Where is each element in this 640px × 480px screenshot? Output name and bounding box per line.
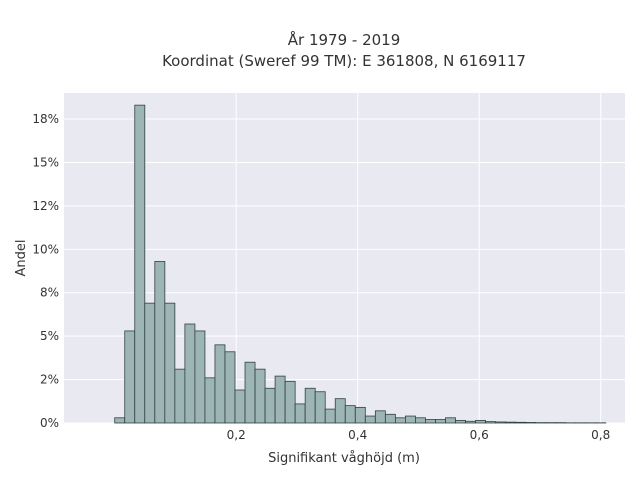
y-tick-label: 15% (32, 155, 59, 169)
histogram-bar (394, 417, 406, 424)
histogram-bar (435, 419, 446, 424)
y-tick-label: 10% (32, 242, 59, 256)
histogram-bar (124, 330, 136, 424)
histogram-bar (174, 368, 186, 424)
histogram-bar (334, 398, 346, 424)
y-tick-label: 18% (32, 112, 59, 126)
histogram-bar (525, 422, 537, 424)
histogram-bar (475, 419, 486, 424)
histogram-bar (314, 391, 326, 424)
chart-title-line1: År 1979 - 2019 (288, 30, 401, 49)
y-tick-label: 8% (40, 286, 59, 300)
histogram-bar (214, 344, 226, 424)
histogram-bar (304, 387, 316, 424)
histogram-bar (404, 415, 416, 424)
histogram-bar (134, 104, 146, 424)
x-tick-label: 0,6 (470, 428, 489, 442)
histogram-bar (264, 387, 276, 424)
histogram-bars (114, 104, 607, 424)
histogram-bar (415, 417, 426, 424)
y-tick-label: 2% (40, 373, 59, 387)
y-tick-label: 12% (32, 199, 59, 213)
histogram-bar (234, 389, 246, 424)
histogram-bar (154, 261, 166, 424)
y-axis-label: Andel (14, 240, 29, 277)
histogram-bar (224, 351, 236, 424)
histogram-bar (184, 323, 196, 424)
y-tick-label: 0% (40, 416, 59, 430)
x-tick-label: 0,2 (227, 428, 246, 442)
histogram-bar (495, 421, 507, 424)
histogram-bar (515, 421, 527, 424)
histogram-bar (465, 420, 476, 424)
chart-title-line2: Koordinat (Sweref 99 TM): E 361808, N 61… (162, 52, 526, 70)
histogram-bar (144, 302, 156, 424)
x-tick-label: 0,8 (591, 428, 610, 442)
histogram-bar (445, 417, 456, 424)
histogram-bar (164, 302, 176, 424)
histogram-bar (294, 403, 306, 424)
histogram-bar (194, 330, 206, 424)
histogram-bar (354, 406, 366, 424)
histogram-bar (244, 361, 256, 424)
histogram-bar (324, 408, 336, 424)
histogram-bar (374, 410, 386, 424)
y-tick-label: 5% (40, 329, 59, 343)
y-axis-ticks: 0% 2% 5% 8% 10% 12% 15% 18% (32, 112, 59, 430)
histogram-bar (425, 419, 436, 424)
histogram-bar (384, 413, 396, 424)
histogram-bar (485, 421, 497, 424)
histogram-bar (254, 368, 266, 424)
histogram-bar (364, 415, 376, 424)
histogram-bar (274, 375, 286, 424)
x-axis-label: Signifikant våghöjd (m) (268, 451, 420, 466)
histogram-bar (284, 380, 296, 424)
x-tick-label: 0,4 (348, 428, 367, 442)
histogram-bar (114, 417, 126, 424)
histogram-bar (505, 421, 517, 424)
histogram-bar (455, 419, 466, 424)
x-axis-ticks: 0,2 0,4 0,6 0,8 (227, 428, 611, 442)
histogram-bar (204, 377, 216, 424)
histogram-bar (344, 405, 356, 424)
